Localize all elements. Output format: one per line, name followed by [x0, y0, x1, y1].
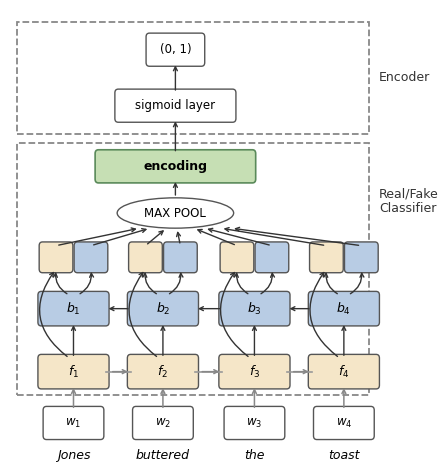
Text: sigmoid layer: sigmoid layer — [135, 99, 215, 112]
Text: $f_2$: $f_2$ — [157, 364, 169, 380]
Text: $f_4$: $f_4$ — [338, 364, 350, 380]
FancyBboxPatch shape — [219, 354, 290, 389]
FancyBboxPatch shape — [132, 406, 193, 439]
FancyBboxPatch shape — [74, 242, 108, 273]
FancyBboxPatch shape — [220, 242, 254, 273]
Text: $w_1$: $w_1$ — [66, 417, 82, 430]
FancyBboxPatch shape — [344, 242, 378, 273]
Text: $b_3$: $b_3$ — [247, 300, 262, 317]
Text: the: the — [244, 449, 264, 462]
FancyBboxPatch shape — [43, 406, 104, 439]
Text: toast: toast — [328, 449, 359, 462]
FancyBboxPatch shape — [219, 292, 290, 326]
Text: encoding: encoding — [144, 160, 207, 173]
Text: Real/Fake
Classifier: Real/Fake Classifier — [379, 187, 439, 215]
FancyBboxPatch shape — [128, 292, 198, 326]
FancyBboxPatch shape — [38, 292, 109, 326]
Text: (0, 1): (0, 1) — [160, 43, 191, 56]
FancyBboxPatch shape — [39, 242, 73, 273]
Text: Encoder: Encoder — [379, 71, 430, 84]
Text: $b_1$: $b_1$ — [66, 300, 81, 317]
Text: Jones: Jones — [57, 449, 90, 462]
FancyBboxPatch shape — [314, 406, 374, 439]
FancyBboxPatch shape — [310, 242, 343, 273]
Text: MAX POOL: MAX POOL — [145, 206, 206, 219]
FancyBboxPatch shape — [255, 242, 289, 273]
Text: $w_3$: $w_3$ — [246, 417, 263, 430]
FancyBboxPatch shape — [164, 242, 197, 273]
Text: $w_4$: $w_4$ — [336, 417, 352, 430]
FancyBboxPatch shape — [224, 406, 285, 439]
Text: $b_4$: $b_4$ — [336, 300, 351, 317]
Text: $f_1$: $f_1$ — [68, 364, 79, 380]
FancyBboxPatch shape — [115, 89, 236, 122]
FancyBboxPatch shape — [308, 292, 380, 326]
FancyBboxPatch shape — [95, 150, 256, 183]
Text: $f_3$: $f_3$ — [249, 364, 260, 380]
Text: $w_2$: $w_2$ — [155, 417, 171, 430]
FancyBboxPatch shape — [128, 242, 162, 273]
FancyBboxPatch shape — [308, 354, 380, 389]
FancyBboxPatch shape — [146, 33, 205, 66]
FancyBboxPatch shape — [128, 354, 198, 389]
Text: $b_2$: $b_2$ — [156, 300, 170, 317]
Ellipse shape — [117, 198, 234, 228]
Text: buttered: buttered — [136, 449, 190, 462]
FancyBboxPatch shape — [38, 354, 109, 389]
